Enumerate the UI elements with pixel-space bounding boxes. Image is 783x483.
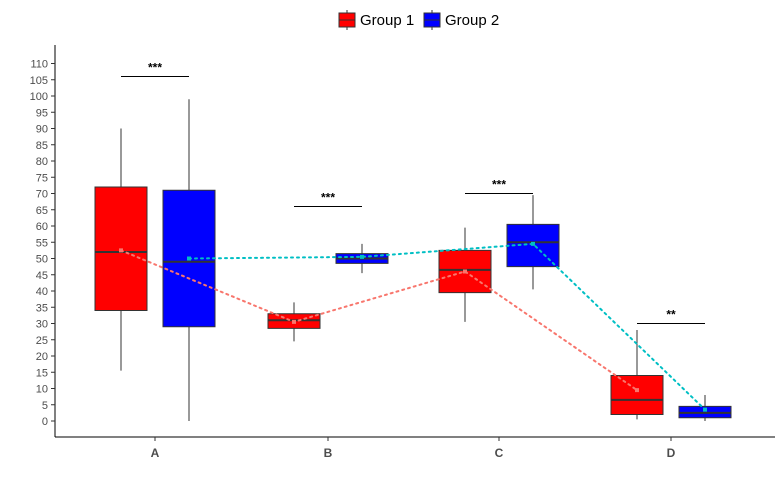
y-tick-label: 40 <box>36 286 48 298</box>
y-tick-label: 90 <box>36 124 48 136</box>
x-tick-label: D <box>667 446 676 460</box>
axes: 0 5 10 15 20 25 30 35 40 45 50 55 60 65 70 75 80 85 90 95 10… <box>30 45 775 460</box>
y-tick-label: 20 <box>36 351 48 363</box>
y-tick-label: 65 <box>36 205 48 217</box>
x-tick-label: B <box>324 446 333 460</box>
y-tick-label: 35 <box>36 302 48 314</box>
mean-point <box>463 269 467 274</box>
mean-point <box>531 241 535 246</box>
x-tick-label: A <box>151 446 160 460</box>
box-group-1-c <box>438 227 492 322</box>
significance-label: ** <box>666 308 676 322</box>
significance-label: *** <box>492 178 506 192</box>
mean-point <box>292 319 296 324</box>
legend-item: Group 2 <box>423 10 499 30</box>
mean-point <box>703 407 707 412</box>
legend-item: Group 1 <box>338 10 414 30</box>
mean-point <box>635 388 639 393</box>
y-tick-label: 0 <box>42 416 48 428</box>
y-tick-label: 85 <box>36 140 48 152</box>
y-tick-label: 60 <box>36 221 48 233</box>
y-tick-label: 15 <box>36 367 48 379</box>
box-body <box>610 375 664 415</box>
y-tick-label: 105 <box>30 75 48 87</box>
y-tick-label: 45 <box>36 270 48 282</box>
mean-point <box>119 248 123 253</box>
legend-label: Group 1 <box>360 12 414 29</box>
significance-label: *** <box>148 61 162 75</box>
y-tick-label: 30 <box>36 319 48 331</box>
x-tick-label: C <box>495 446 504 460</box>
mean-point <box>187 256 191 261</box>
y-tick-label: 110 <box>30 59 48 71</box>
y-tick-label: 10 <box>36 384 48 396</box>
y-tick-label: 55 <box>36 237 48 249</box>
y-tick-label: 70 <box>36 189 48 201</box>
y-tick-label: 75 <box>36 172 48 184</box>
mean-point <box>360 254 364 259</box>
mean-lines <box>119 241 707 412</box>
legend-label: Group 2 <box>445 12 499 29</box>
box-group-2-d <box>678 395 732 421</box>
mean-line-group-2 <box>188 242 706 411</box>
y-tick-label: 5 <box>42 400 48 412</box>
y-tick-label: 80 <box>36 156 48 168</box>
y-tick-label: 50 <box>36 254 48 266</box>
y-tick-label: 95 <box>36 107 48 119</box>
significance-annotations: *********** <box>121 61 705 324</box>
mean-line-group-1 <box>120 249 638 392</box>
box-group-1-d <box>610 330 664 420</box>
y-tick-label: 25 <box>36 335 48 347</box>
y-tick-label: 100 <box>30 91 48 103</box>
legend: Group 1 Group 2 <box>338 10 499 30</box>
significance-label: *** <box>321 191 335 205</box>
